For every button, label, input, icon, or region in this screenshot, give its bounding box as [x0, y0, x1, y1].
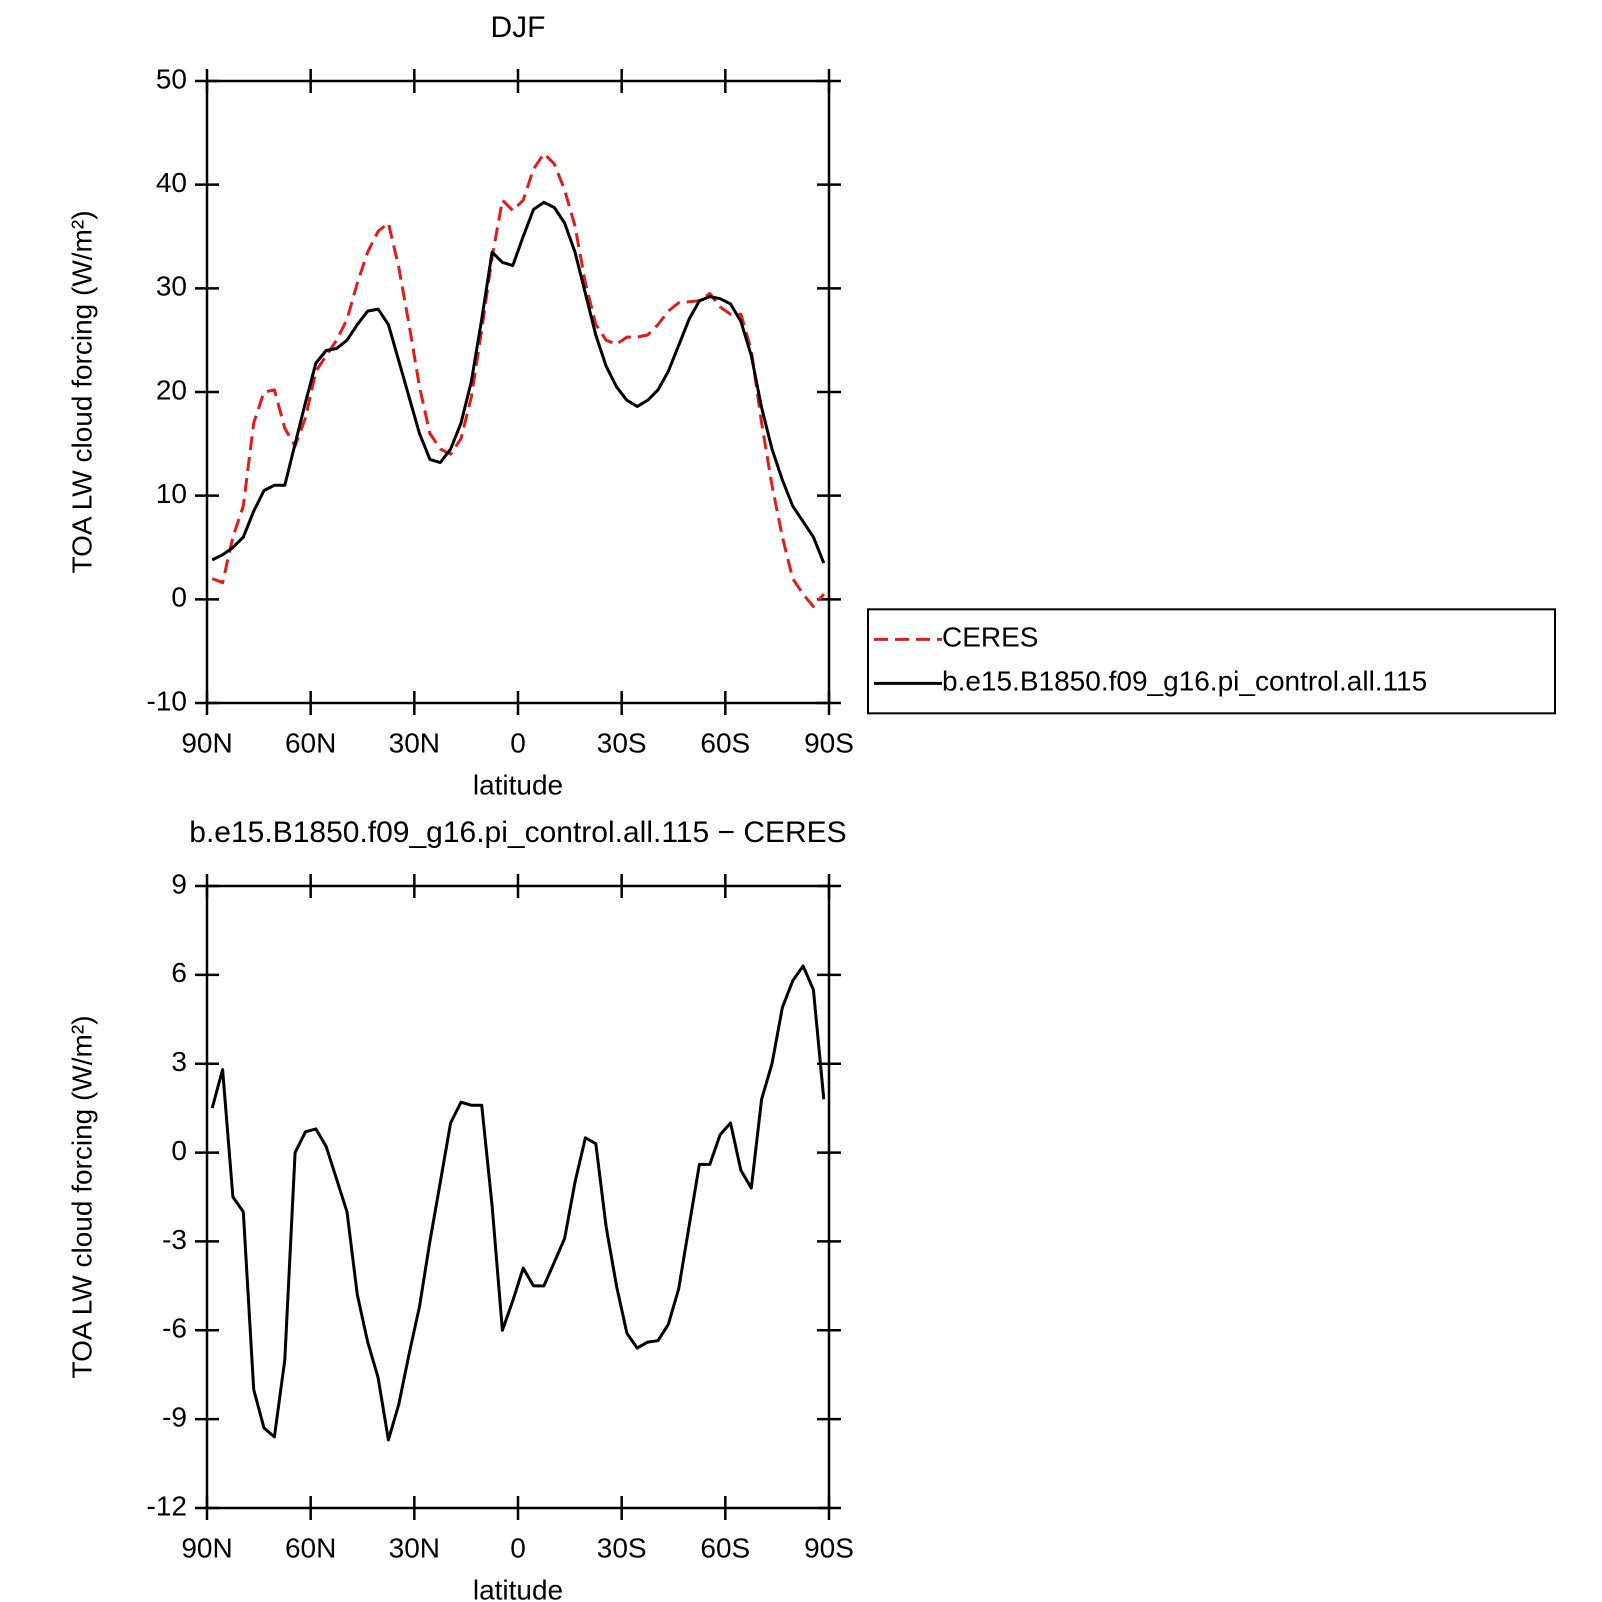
y-tick-label: -9	[162, 1402, 187, 1433]
y-tick-label: -10	[147, 685, 187, 716]
x-tick-label: 0	[510, 1532, 526, 1563]
x-tick-label: 60S	[700, 727, 750, 758]
y-tick-label: 6	[171, 957, 187, 988]
x-tick-label: 90N	[181, 1532, 232, 1563]
x-tick-label: 30N	[389, 1532, 440, 1563]
y-tick-label: 9	[171, 868, 187, 899]
series-line	[211, 200, 826, 564]
y-tick-label: -6	[162, 1313, 187, 1344]
y-tick-label: 0	[171, 1135, 187, 1166]
x-tick-label: 60S	[700, 1532, 750, 1563]
x-tick-label: 60N	[285, 727, 336, 758]
x-tick-label: 30S	[597, 1532, 647, 1563]
y-tick-label: 50	[156, 63, 187, 94]
series-line	[210, 964, 826, 1442]
chart-title: b.e15.B1850.f09_g16.pi_control.all.115 −…	[189, 816, 846, 849]
y-tick-label: 30	[156, 271, 187, 302]
y-tick-label: 0	[171, 582, 187, 613]
legend-box	[867, 608, 1556, 715]
y-tick-label: 20	[156, 374, 187, 405]
x-tick-label: 90S	[804, 1532, 854, 1563]
y-axis-label: TOA LW cloud forcing (W/m²)	[66, 210, 97, 573]
x-axis-label: latitude	[473, 1574, 563, 1602]
x-axis-label: latitude	[473, 769, 563, 800]
x-tick-label: 0	[510, 727, 526, 758]
x-tick-label: 90S	[804, 727, 854, 758]
x-tick-label: 60N	[285, 1532, 336, 1563]
x-tick-label: 30N	[389, 727, 440, 758]
x-tick-label: 90N	[181, 727, 232, 758]
chart-title: DJF	[491, 11, 546, 44]
y-tick-label: 40	[156, 167, 187, 198]
y-tick-label: 10	[156, 478, 187, 509]
legend-label: CERES	[942, 622, 1038, 653]
y-axis-label: TOA LW cloud forcing (W/m²)	[66, 1015, 97, 1378]
plot-frame	[205, 884, 831, 1510]
y-tick-label: -12	[147, 1490, 187, 1521]
y-tick-label: -3	[162, 1224, 187, 1255]
legend-label: b.e15.B1850.f09_g16.pi_control.all.115	[942, 666, 1427, 697]
x-tick-label: 30S	[597, 727, 647, 758]
y-tick-label: 3	[171, 1046, 187, 1077]
series-line	[211, 152, 825, 609]
plot-frame	[205, 79, 831, 705]
